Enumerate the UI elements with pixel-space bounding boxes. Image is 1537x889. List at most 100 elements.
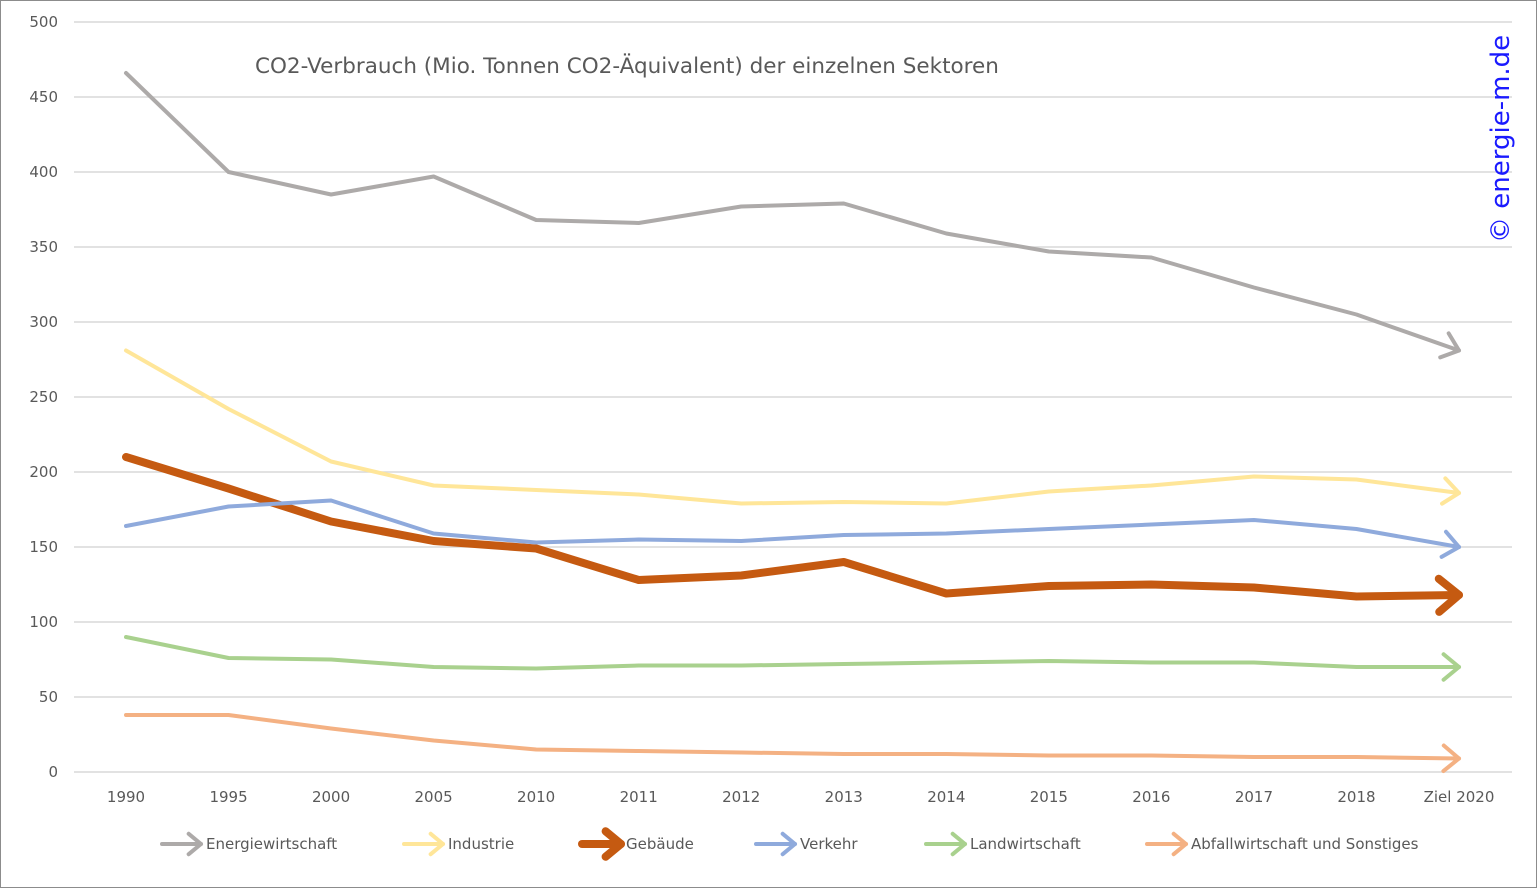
data-point [432,532,436,536]
arrowhead-icon [1434,574,1463,616]
data-point [842,500,846,504]
data-point [1354,595,1358,599]
data-point [1252,586,1256,590]
series-line [124,348,1461,506]
legend-label: Abfallwirtschaft und Sonstiges [1191,835,1419,853]
series-industrie [124,348,1461,506]
data-point [842,752,846,756]
series-gebäude [122,453,1463,616]
series-line [124,713,1461,761]
data-point [739,574,743,578]
data-point [1354,313,1358,317]
data-point [1047,584,1051,588]
data-point [534,488,538,492]
series-lines [122,71,1463,774]
arrow-icon [186,831,203,857]
y-tick-label: 300 [29,313,58,331]
data-point [329,658,333,662]
y-tick-label: 100 [29,613,58,631]
arrowhead-icon [1438,331,1461,360]
data-point [739,751,743,755]
data-point [637,493,641,497]
data-point [739,205,743,209]
x-tick-label: 2018 [1337,788,1375,806]
legend-label: Industrie [448,835,514,853]
data-point [227,656,231,660]
series-energiewirtschaft [124,71,1461,360]
watermark-copyright: © energie-m.de [1486,35,1516,243]
data-point [1149,754,1153,758]
data-point [637,578,641,582]
data-point [329,499,333,503]
data-point [739,502,743,506]
data-point [1149,256,1153,260]
arrow-icon [1171,831,1188,857]
data-point [534,748,538,752]
data-point [1252,475,1256,479]
data-point [329,727,333,731]
x-tick-label: 2016 [1132,788,1170,806]
data-point [124,635,128,639]
data-point [1252,755,1256,759]
legend: Energiewirtschaft Industrie Gebäude Verkehr… [160,827,1419,861]
data-point [1149,583,1153,587]
legend-item: Energiewirtschaft [160,831,337,857]
arrowhead-icon [1441,652,1461,682]
data-point [944,661,948,665]
data-point [124,71,128,75]
x-tick-label: 2012 [722,788,760,806]
x-tick-label: Ziel 2020 [1424,788,1495,806]
data-point [1047,250,1051,254]
data-point [1252,661,1256,665]
data-point [1047,490,1051,494]
data-point [1047,527,1051,531]
data-point [329,193,333,197]
data-point [842,662,846,666]
series-abfallwirtschaft-und-sonstiges [124,713,1461,774]
data-point [944,502,948,506]
y-tick-label: 450 [29,88,58,106]
legend-label: Gebäude [626,835,694,853]
data-point [227,407,231,411]
data-point [842,560,846,564]
data-point [1354,665,1358,669]
series-line [124,498,1461,549]
legend-item: Abfallwirtschaft und Sonstiges [1145,831,1419,857]
x-tick-label: 2011 [620,788,658,806]
x-tick-label: 2015 [1030,788,1068,806]
legend-item: Verkehr [754,831,858,857]
x-tick-label: 1990 [107,788,145,806]
data-point [432,739,436,743]
x-tick-label: 2005 [415,788,453,806]
gridlines [74,21,1512,773]
y-tick-label: 200 [29,463,58,481]
data-point [534,218,538,222]
data-point [944,232,948,236]
legend-item: Industrie [402,831,514,857]
legend-label: Landwirtschaft [970,835,1081,853]
data-point [1149,484,1153,488]
data-point [227,505,231,509]
data-point [534,667,538,671]
data-point [637,749,641,753]
data-point [432,665,436,669]
x-tick-label: 2010 [517,788,555,806]
data-point [1047,754,1051,758]
data-point [227,487,231,491]
data-point [1354,478,1358,482]
data-point [534,547,538,551]
arrowhead-icon [1441,743,1461,774]
data-point [1149,661,1153,665]
series-verkehr [124,498,1461,559]
x-axis-tick-labels: 1990 1995 2000 2005 2010 2011 2012 2013 2014 2015… [107,788,1494,806]
y-axis-tick-labels: 0 50 100 150 200 250 300 350 400 450 500 [29,13,58,781]
data-point [124,455,128,459]
data-point [1354,527,1358,531]
data-point [637,538,641,542]
arrowhead-icon [1439,529,1461,559]
data-point [432,175,436,179]
y-tick-label: 500 [29,13,58,31]
y-tick-label: 350 [29,238,58,256]
arrowhead-icon [1440,476,1461,506]
